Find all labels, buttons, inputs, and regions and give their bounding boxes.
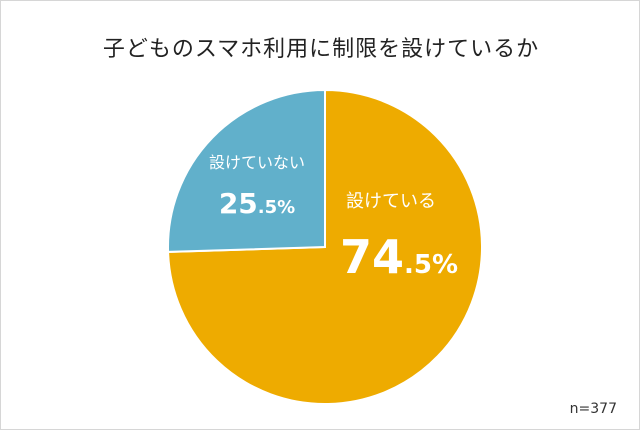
pie-slice-not-set [167,88,326,253]
slice-percent-set: 74.5% [340,230,458,284]
chart-title: 子どものスマホ利用に制限を設けているか [102,37,540,62]
slice-label-set: 設けている [346,191,436,212]
sample-size-note: n=377 [569,401,617,417]
slice-label-not-set: 設けていない [209,153,305,172]
slice-percent-not-set: 25.5% [219,187,295,220]
